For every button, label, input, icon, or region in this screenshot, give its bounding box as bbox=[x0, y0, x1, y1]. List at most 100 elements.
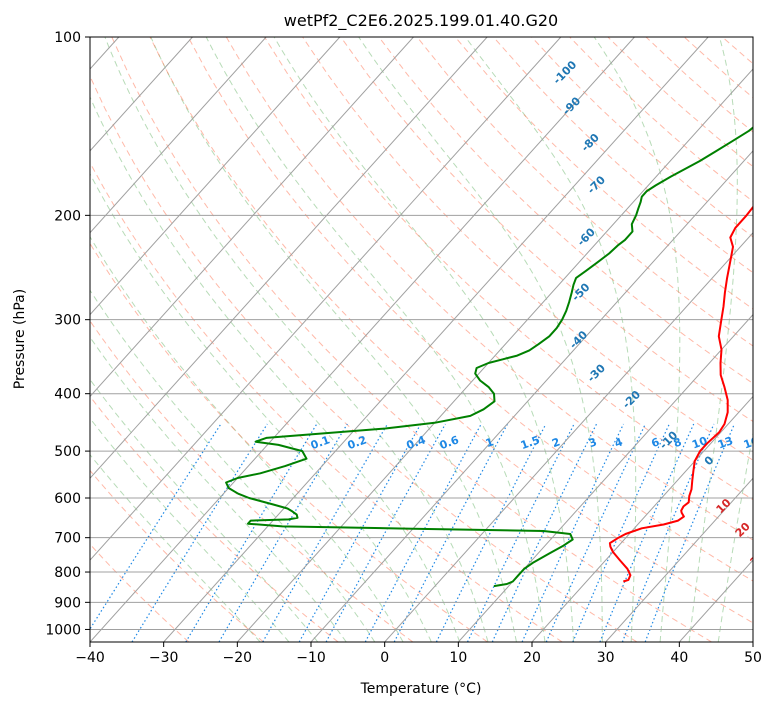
isotherm-line bbox=[90, 37, 414, 398]
isotherm-line bbox=[90, 37, 635, 642]
moist-adiabat-line bbox=[90, 235, 404, 642]
isotherm-line bbox=[90, 37, 562, 561]
x-tick-label: −10 bbox=[296, 650, 326, 666]
chart-title: wetPf2_C2E6.2025.199.01.40.G20 bbox=[284, 11, 558, 31]
isotherm-line bbox=[90, 37, 267, 234]
mixing-ratio-line bbox=[298, 423, 422, 642]
isotherm-line bbox=[531, 395, 753, 642]
x-axis-title: Temperature (°C) bbox=[360, 681, 482, 697]
y-tick-label: 500 bbox=[54, 444, 81, 460]
moist-adiabat-line bbox=[90, 289, 376, 642]
moist-adiabat-line bbox=[90, 453, 261, 642]
temperature-line bbox=[608, 205, 753, 583]
x-tick-label: 40 bbox=[670, 650, 688, 666]
y-axis-title: Pressure (hPa) bbox=[12, 289, 28, 389]
y-tick-label: 600 bbox=[54, 491, 81, 507]
moist-adiabat-line bbox=[205, 37, 546, 642]
moist-adiabat-line bbox=[593, 37, 681, 642]
mixing-ratio-line bbox=[435, 423, 547, 642]
mixing-ratio-line bbox=[466, 423, 575, 642]
plot-area: 10203040-100-90-80-70-60-50-40-30-20-100… bbox=[90, 37, 768, 642]
dry-adiabat-line bbox=[90, 161, 563, 642]
y-tick-label: 900 bbox=[54, 595, 81, 611]
x-tick-label: 0 bbox=[380, 650, 389, 666]
isotherm-line bbox=[605, 477, 753, 642]
moist-adiabats bbox=[90, 37, 753, 642]
isotherm-line bbox=[384, 231, 753, 642]
dry-adiabat-line bbox=[111, 37, 712, 642]
moist-adiabat-line bbox=[688, 37, 738, 642]
dry-adiabat-line bbox=[90, 395, 339, 642]
mixing-ratio-line bbox=[599, 423, 695, 642]
mixing-ratio-line bbox=[572, 423, 670, 642]
dewpoint-line bbox=[225, 126, 753, 588]
x-tick-label: 10 bbox=[449, 650, 467, 666]
y-tick-label: 800 bbox=[54, 565, 81, 581]
moist-adiabat-line bbox=[90, 378, 319, 642]
x-tick-label: 30 bbox=[597, 650, 615, 666]
x-tick-label: −40 bbox=[75, 650, 105, 666]
mixing-ratio-line bbox=[90, 423, 222, 631]
mixing-ratio-label: 3 bbox=[587, 435, 599, 450]
mixing-ratio-label: 0.4 bbox=[405, 433, 428, 452]
dry-adiabat-line bbox=[90, 242, 488, 642]
moist-adiabat-line bbox=[717, 430, 753, 642]
mixing-ratio-line bbox=[185, 423, 318, 642]
mixing-ratio-line bbox=[393, 423, 509, 642]
mixing-ratio-label: 16 bbox=[742, 434, 761, 452]
moist-adiabat-line bbox=[90, 95, 461, 642]
dry-adiabat-line bbox=[90, 543, 190, 642]
isotherm-line bbox=[310, 150, 753, 642]
x-tick-label: −20 bbox=[223, 650, 253, 666]
mixing-ratio-line bbox=[545, 423, 646, 642]
isotherm-line bbox=[163, 37, 709, 642]
mixing-ratio-label: 13 bbox=[716, 434, 735, 451]
mixing-ratio-label: 0.1 bbox=[309, 433, 332, 452]
isobars bbox=[90, 37, 753, 630]
y-tick-label: 700 bbox=[54, 531, 81, 547]
x-tick-label: −30 bbox=[149, 650, 179, 666]
y-tick-label: 300 bbox=[54, 313, 81, 329]
dry-adiabats bbox=[90, 37, 753, 642]
profile-series bbox=[225, 126, 753, 588]
dry-adiabat-line bbox=[416, 37, 753, 347]
isotherm-line bbox=[90, 37, 488, 480]
mixing-ratio-label: 6 bbox=[650, 435, 662, 450]
y-tick-label: 100 bbox=[54, 30, 81, 46]
isotherm-line bbox=[90, 37, 193, 152]
mixing-ratio-label: 4 bbox=[613, 435, 625, 450]
moist-adiabat-line bbox=[358, 37, 603, 642]
mixing-ratio-line bbox=[644, 423, 735, 642]
dry-adiabat-label: 30 bbox=[748, 548, 768, 568]
mixing-ratio-line bbox=[521, 423, 625, 642]
x-axis-ticks: −40 −30 −20 −10 0 10 20 30 40 50 bbox=[75, 642, 762, 666]
x-tick-label: 50 bbox=[744, 650, 762, 666]
mixing-ratio-line bbox=[364, 423, 482, 642]
mixing-ratio-label: 2 bbox=[550, 435, 562, 450]
moist-adiabat-line bbox=[464, 37, 637, 642]
mixing-ratio-label: 8 bbox=[672, 435, 684, 450]
moist-adiabat-line bbox=[90, 172, 432, 642]
mixing-ratio-label: 0.2 bbox=[346, 433, 369, 452]
moist-adiabat-line bbox=[150, 37, 517, 642]
y-axis-ticks: 100 200 300 400 500 600 700 800 900 1000 bbox=[45, 30, 90, 638]
mixing-ratio-label: 0.6 bbox=[438, 433, 461, 452]
dry-adiabat-line bbox=[454, 37, 753, 310]
y-tick-label: 400 bbox=[54, 387, 81, 403]
mixing-ratio-line bbox=[491, 423, 598, 642]
dry-adiabat-line bbox=[90, 469, 264, 642]
moist-adiabat-line bbox=[104, 37, 489, 642]
dry-adiabat-line bbox=[149, 37, 753, 624]
isotherms bbox=[90, 37, 753, 642]
mixing-ratio-line bbox=[621, 423, 715, 642]
isotherm-line bbox=[236, 68, 753, 642]
mixing-ratio-line bbox=[218, 423, 348, 642]
y-tick-label: 1000 bbox=[45, 622, 81, 638]
x-tick-label: 20 bbox=[523, 650, 541, 666]
plot-frame bbox=[89, 36, 754, 643]
mixing-ratio-lines bbox=[90, 423, 735, 642]
isotherm-line bbox=[457, 313, 753, 642]
moist-adiabat-line bbox=[273, 37, 575, 642]
